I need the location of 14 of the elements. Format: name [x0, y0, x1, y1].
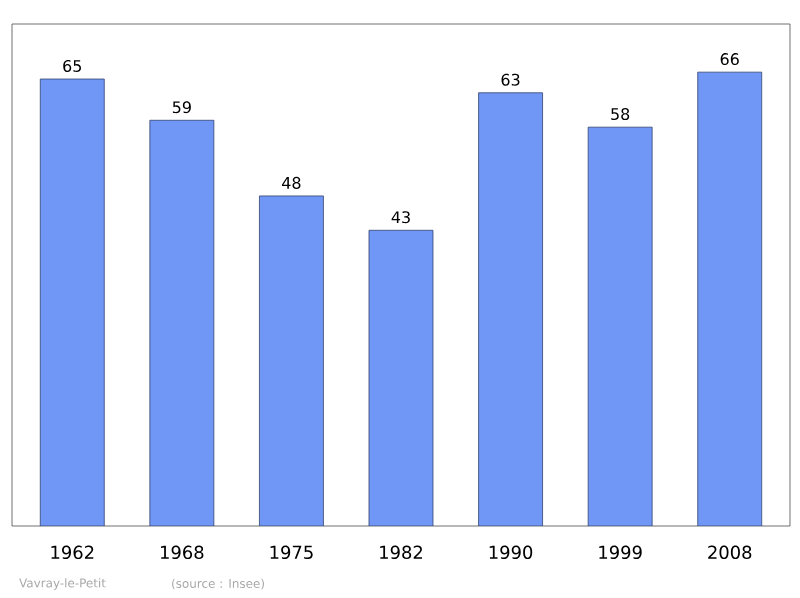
bar	[149, 119, 215, 527]
bar	[259, 195, 324, 527]
x-tick-label: 2008	[708, 545, 752, 560]
x-tick-label: 1975	[270, 545, 313, 560]
x-tick-label: 1999	[599, 545, 642, 560]
bar	[39, 78, 105, 527]
x-tick-label: 1962	[51, 545, 94, 560]
bar	[587, 126, 653, 527]
bar	[697, 71, 763, 527]
x-tick-label: 1982	[380, 545, 423, 560]
bar	[478, 92, 543, 527]
x-tick-label: 1968	[160, 545, 204, 560]
x-tick-label: 1990	[489, 545, 533, 560]
bar	[368, 229, 434, 527]
